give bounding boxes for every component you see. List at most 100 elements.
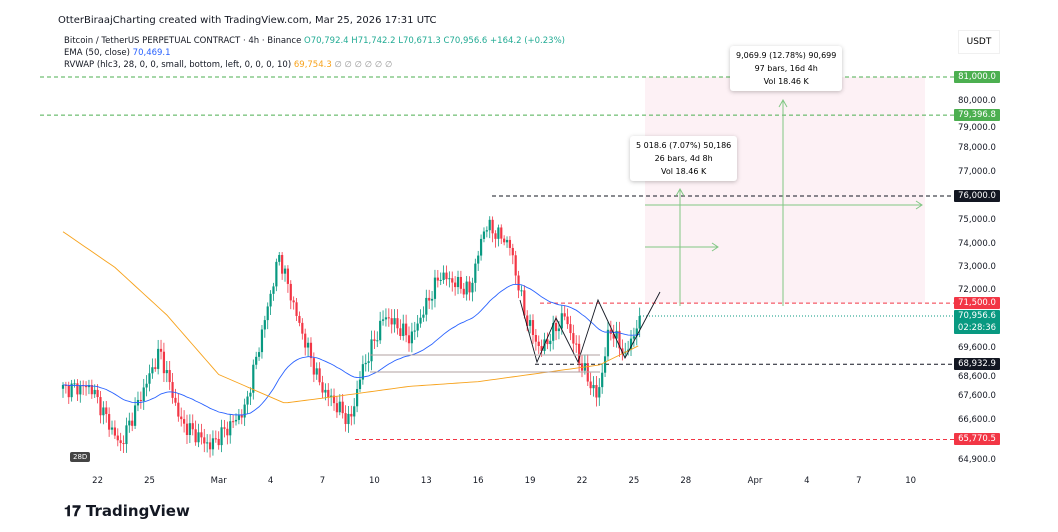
candle-body: [402, 323, 405, 337]
candle-body: [203, 437, 206, 444]
candle-body: [105, 407, 108, 415]
candle-body: [206, 442, 209, 444]
candle-body: [338, 401, 341, 413]
candle-body: [477, 255, 480, 264]
candle-body: [154, 367, 157, 369]
rvwap-line: [62, 231, 639, 404]
candle-body: [180, 416, 183, 420]
candle-body: [413, 330, 416, 332]
symbol-legend: Bitcoin / TetherUS PERPETUAL CONTRACT · …: [64, 36, 565, 46]
candle-body: [373, 339, 376, 341]
candle-body: [514, 255, 517, 276]
time-tick: 22: [576, 476, 588, 486]
candle-body: [304, 333, 307, 348]
candle-body: [381, 319, 385, 321]
candle-body: [229, 421, 232, 436]
candle-body: [405, 323, 408, 336]
candle-body: [638, 316, 641, 329]
candle-body: [148, 373, 151, 384]
candle-body: [407, 335, 411, 344]
low-value: L70,671.3: [398, 36, 441, 46]
candle-body: [266, 306, 269, 321]
candle-body: [76, 383, 79, 395]
timeframe-badge[interactable]: 28D: [70, 452, 91, 462]
candle-body: [61, 384, 65, 389]
price-tick: 66,600.0: [958, 414, 996, 425]
rvwap-value: 69,754.3: [293, 60, 332, 70]
level-price-label: 79,396.8: [954, 109, 1000, 122]
rvwap-label: RVWAP (hlc3, 28, 0, 0, small, bottom, le…: [64, 60, 292, 70]
candle-body: [237, 415, 240, 420]
ema-legend[interactable]: EMA (50, close) 70,469.1: [64, 48, 171, 58]
candle-body: [491, 219, 494, 234]
change-value: +164.2 (+0.23%): [490, 36, 565, 46]
arrow-head: [711, 242, 719, 252]
candle-body: [557, 328, 561, 332]
candle-body: [578, 343, 581, 364]
candle-body: [465, 281, 468, 295]
candle-body: [531, 320, 535, 335]
candle-body: [635, 328, 638, 337]
candle-body: [234, 419, 238, 422]
candle-body: [439, 279, 442, 281]
measure-box-1: 9,069.9 (12.78%) 90,699 97 bars, 16d 4h Vo…: [730, 46, 843, 91]
measure-box-2: 5 018.6 (7.07%) 50,186 26 bars, 4d 8h Vol …: [630, 136, 738, 181]
candle-body: [430, 298, 434, 301]
rvwap-legend[interactable]: RVWAP (hlc3, 28, 0, 0, small, bottom, le…: [64, 60, 392, 70]
candle-body: [494, 233, 497, 239]
candle-body: [226, 428, 229, 436]
candle-body: [197, 432, 200, 443]
candle-body: [534, 334, 537, 342]
candle-body: [84, 386, 88, 388]
tradingview-logo[interactable]: 𝟏𝟕 TradingView: [64, 502, 190, 520]
candle-body: [344, 413, 347, 425]
price-tick: 67,600.0: [958, 390, 996, 401]
level-price-label: 76,000.0: [954, 190, 1000, 202]
candle-body: [422, 314, 425, 318]
candle-body: [396, 318, 399, 329]
candle-body: [456, 276, 460, 288]
candle-body: [445, 272, 448, 280]
candle-body: [295, 302, 298, 316]
candle-body: [376, 340, 379, 342]
candle-body: [208, 442, 212, 450]
candle-body: [485, 230, 488, 232]
candle-body: [356, 389, 359, 407]
candle-body: [488, 219, 491, 231]
time-tick: 10: [368, 476, 380, 486]
candle-body: [96, 389, 99, 398]
candle-body: [540, 346, 543, 351]
candle-body: [341, 401, 344, 414]
candle-body: [358, 379, 362, 390]
price-tick: 74,000.0: [958, 238, 996, 249]
candle-body: [546, 339, 549, 345]
symbol-title: Bitcoin / TetherUS PERPETUAL CONTRACT · …: [64, 36, 302, 46]
logo-text: TradingView: [85, 502, 190, 520]
candle-body: [471, 282, 474, 293]
candle-body: [145, 383, 148, 388]
candle-body: [529, 320, 532, 326]
candle-body: [283, 268, 287, 274]
arrow-head: [915, 200, 923, 210]
candle-body: [301, 322, 304, 334]
candle-body: [603, 356, 607, 373]
candle-body: [511, 247, 514, 256]
target-zone: [645, 77, 925, 304]
candle-body: [505, 239, 509, 243]
candle-body: [252, 364, 255, 393]
candle-body: [347, 413, 350, 425]
candle-body: [575, 343, 578, 345]
candle-body: [560, 313, 563, 329]
candle-body: [183, 419, 186, 424]
candle-body: [615, 330, 618, 339]
candle-body: [598, 387, 601, 398]
time-tick: 22: [92, 476, 104, 486]
candle-body: [122, 443, 125, 445]
time-tick: 19: [524, 476, 536, 486]
candle-body: [554, 323, 558, 332]
currency-button[interactable]: USDT: [958, 30, 1000, 54]
candle-body: [416, 323, 419, 331]
candle-body: [246, 396, 249, 405]
time-tick: 25: [144, 476, 155, 486]
